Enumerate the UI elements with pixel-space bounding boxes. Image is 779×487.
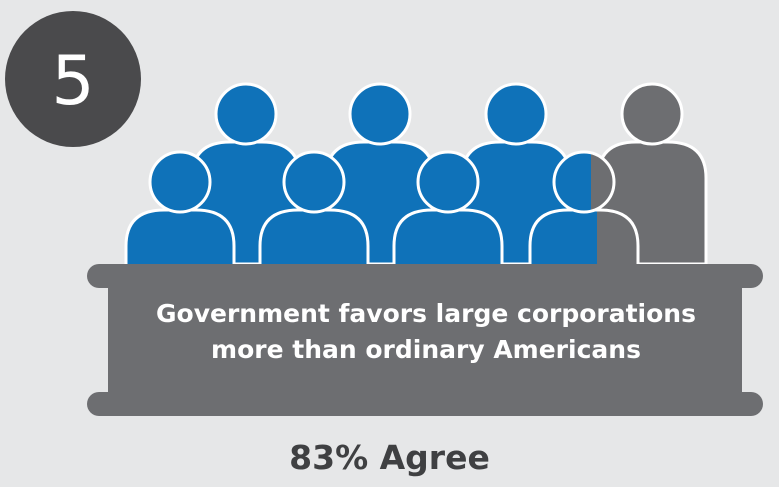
- banner-body: [108, 280, 742, 398]
- banner-bottom-bar: [87, 392, 763, 416]
- statement-line-2: more than ordinary Americans: [211, 335, 641, 364]
- statement-banner: [87, 264, 763, 416]
- statement-line-1: Government favors large corporations: [156, 299, 696, 328]
- number-badge-circle: [5, 11, 141, 147]
- statement-text: Government favors large corporations mor…: [96, 296, 756, 368]
- agree-percentage: 83% Agree: [289, 438, 490, 477]
- number-badge-label: 5: [51, 42, 94, 121]
- number-badge: 5: [5, 11, 141, 147]
